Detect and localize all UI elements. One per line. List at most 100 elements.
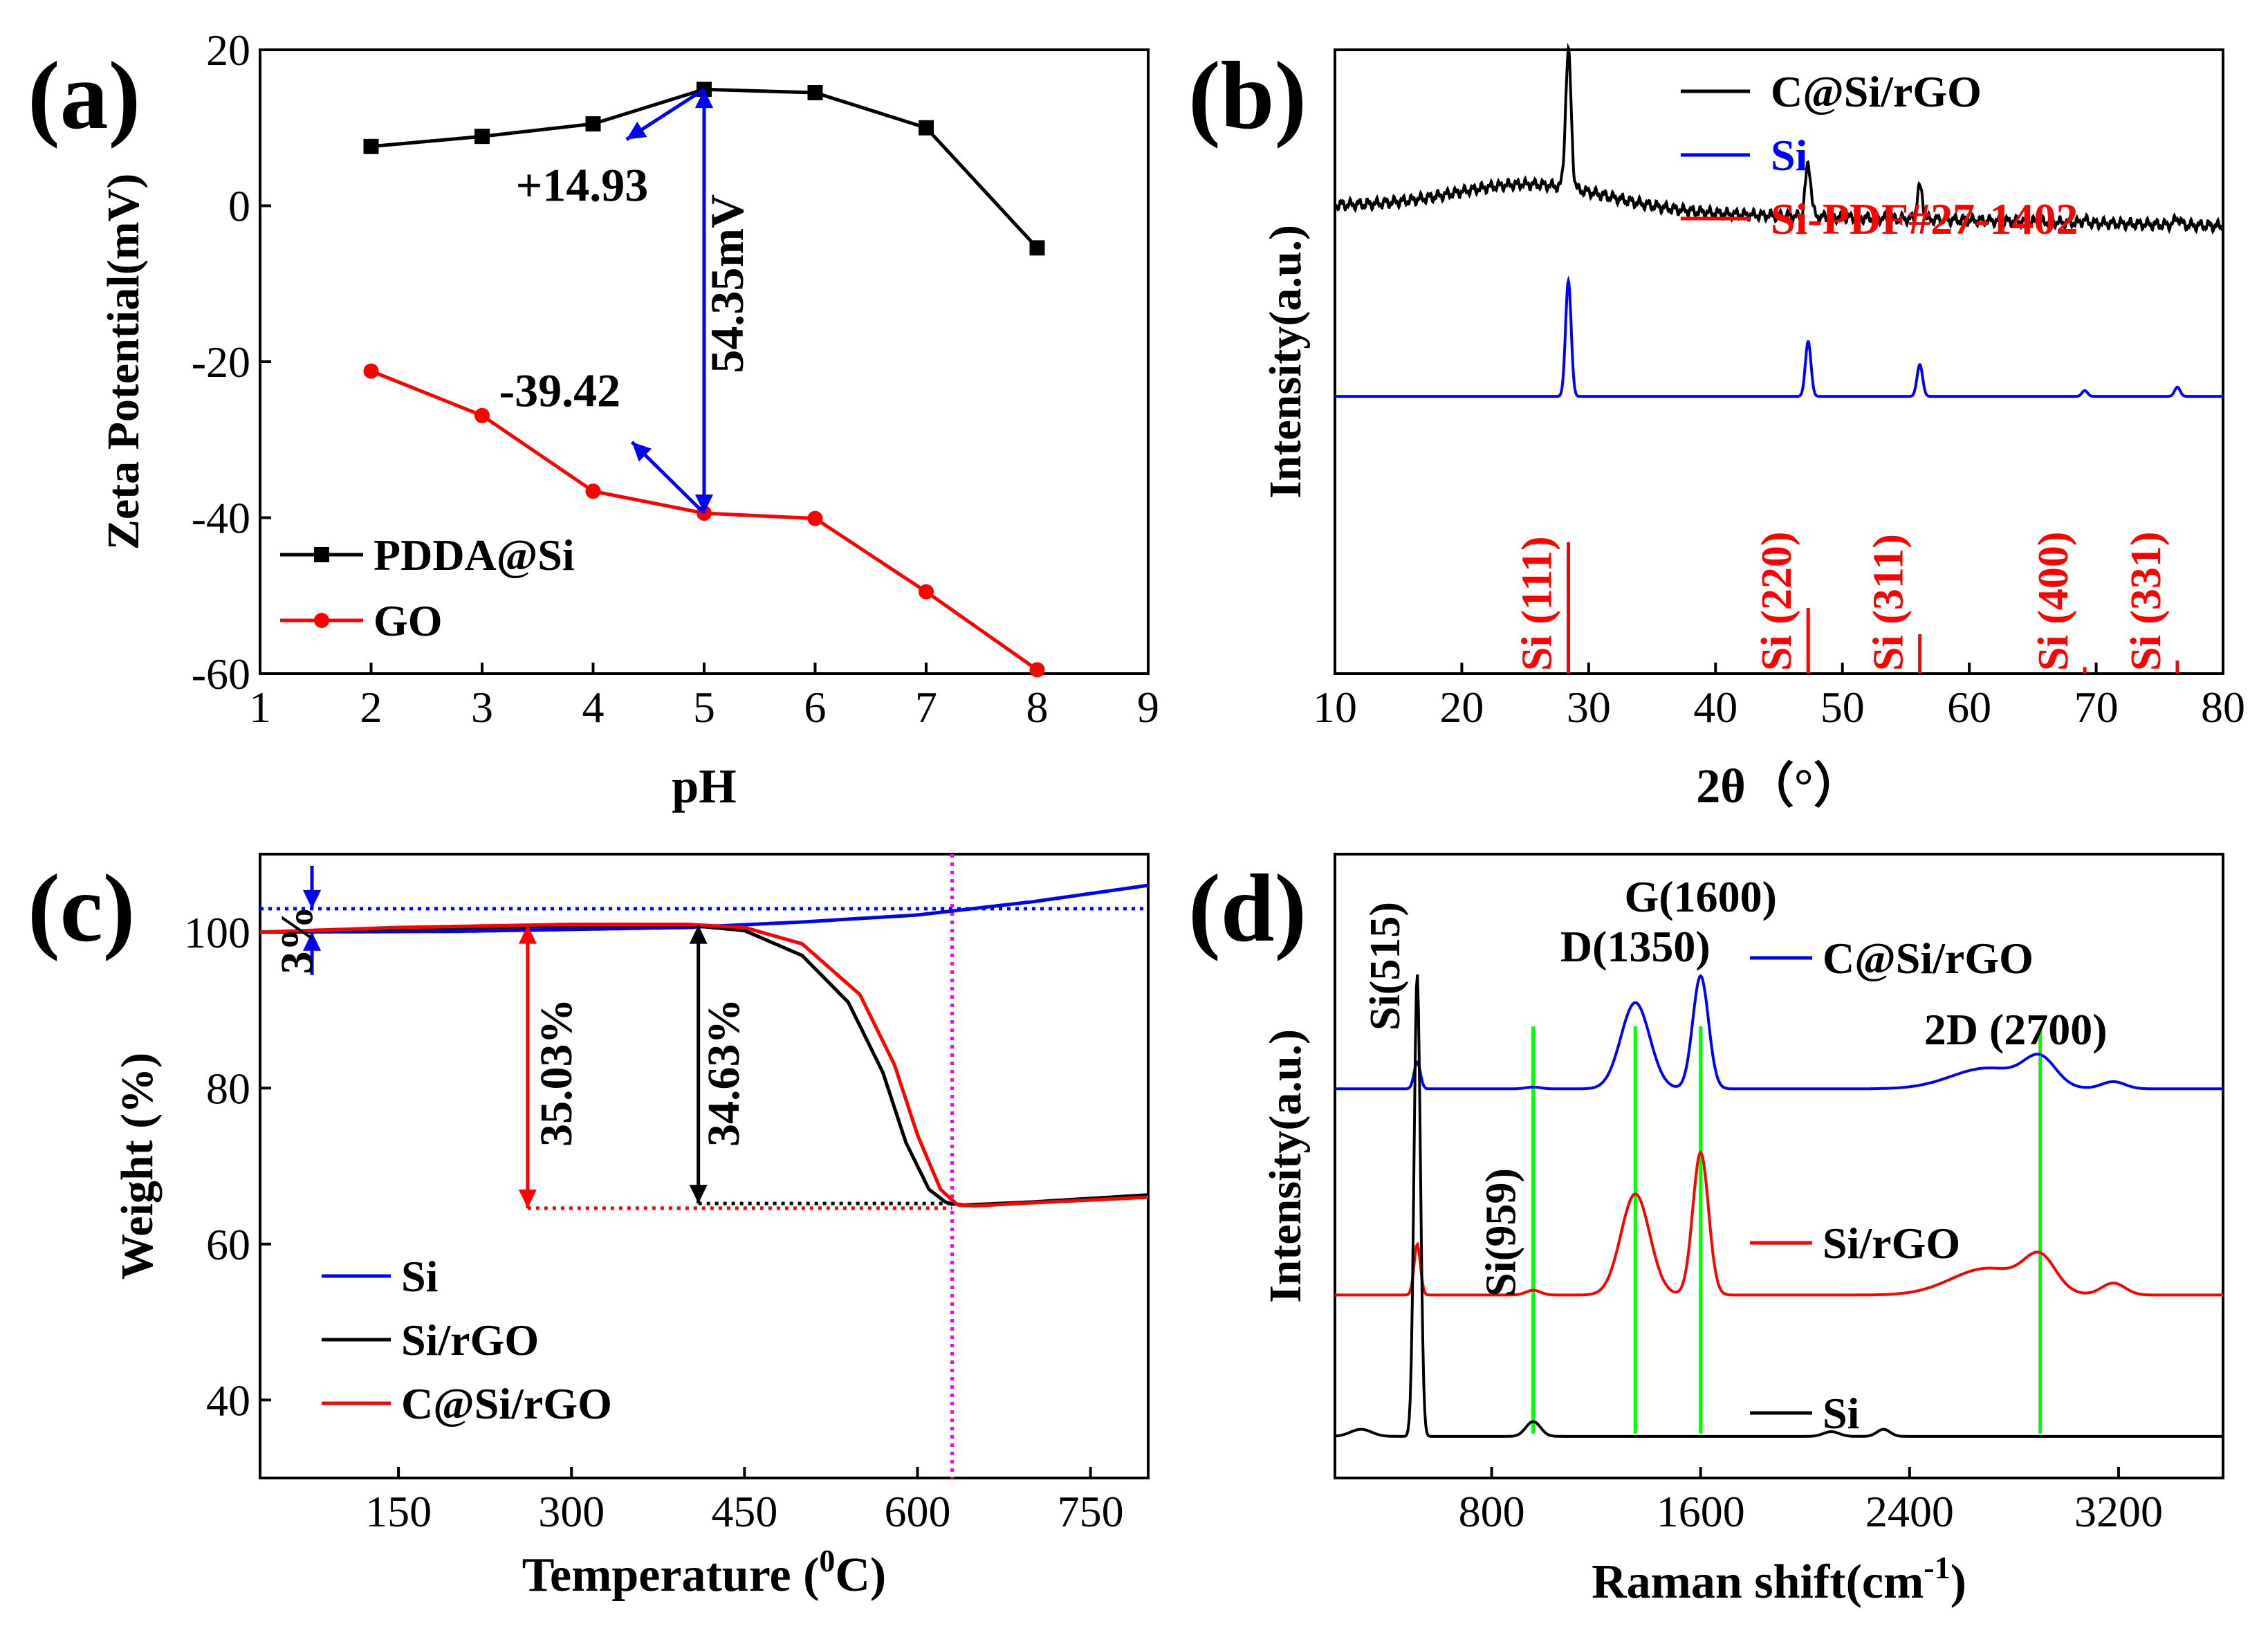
panel-a-ytick-label: -40 [192, 494, 250, 543]
peak-label: Si (400) [2030, 532, 2077, 672]
panel-a-ylabel: Zeta Potential(mV) [98, 174, 149, 550]
panel-b-xtick-label: 70 [2074, 683, 2119, 732]
panel-a-ytick-label: -20 [192, 338, 250, 387]
panel-d-xlabel-end: ) [1951, 1555, 1966, 1609]
series-si-rgo-line [1335, 1149, 2223, 1297]
panel-b-xtick-label: 10 [1313, 683, 1357, 732]
panel-a-label: (a) [28, 42, 140, 149]
panel-a-xtick-label: 5 [693, 683, 715, 732]
panel-a-xtick-label: 4 [582, 683, 605, 732]
legend-marker [314, 547, 329, 562]
panel-d-label: (d) [1188, 855, 1307, 962]
negative-arrow-head [631, 442, 652, 462]
data-point [1029, 240, 1045, 256]
panel-a-xtick-label: 7 [915, 683, 937, 732]
panel-d-frame [1334, 853, 2224, 1479]
panel-c-xlabel-end: C) [835, 1549, 886, 1602]
series-c-si-rgo-line [1335, 974, 2223, 1091]
data-point [585, 116, 601, 132]
red-drop-arrow-head2 [518, 925, 537, 944]
difference-arrow-head2 [694, 89, 714, 109]
panel-c-ytick-label: 40 [206, 1376, 250, 1425]
annotation-label: 35.03% [531, 998, 582, 1147]
data-point [363, 363, 379, 379]
panel-c-xtick-label: 600 [884, 1487, 950, 1536]
panel-d-xtick-label: 2400 [1865, 1487, 1954, 1536]
panel-c-xtick-label: 450 [711, 1487, 777, 1536]
panel-c-ytick-label: 80 [206, 1064, 250, 1113]
annotation-label: 3% [272, 906, 322, 974]
panel-b-xtick-label: 30 [1567, 683, 1611, 732]
panel-a-plot: 1 2 3 4 5 6 7 8 9 20 0 -20 -40 -60 PDDA@Si GO +14.93 -39.… [192, 26, 1159, 732]
series-si-line [1334, 974, 2223, 1438]
legend-label: PDDA@Si [374, 530, 575, 580]
panel-d-plot: 800 1600 2400 3200 C@Si/rGO Si/rGO Si Si(515) Si… [1334, 872, 2223, 1536]
panel-b-xlabel: 2θ（°） [1696, 759, 1862, 813]
panel-c-plot: 150 300 450 600 750 40 60 80 100 Si Si/rGO C@Si/rGO… [184, 854, 1149, 1536]
panel-a-xtick-label: 2 [360, 683, 382, 732]
panel-a-xtick-label: 3 [471, 683, 493, 732]
panel-c-xtick-label: 150 [365, 1487, 432, 1536]
peak-label: Si (311) [1865, 534, 1912, 671]
panel-a-xlabel: pH [672, 760, 736, 813]
data-point [919, 120, 934, 136]
panel-b-label: (b) [1188, 42, 1307, 149]
series-c-si-rgo-line [1334, 42, 2224, 235]
panel-d-xtick-label: 3200 [2074, 1487, 2163, 1536]
peak-label: Si (111) [1514, 536, 1561, 671]
panel-a-xtick-label: 8 [1026, 683, 1049, 732]
panel-b-xtick-label: 40 [1693, 683, 1737, 732]
legend-label: Si-PDF#27-1402 [1771, 194, 2078, 243]
legend-label: C@Si/rGO [401, 1379, 612, 1428]
legend-marker [314, 613, 329, 628]
panel-c-label: (c) [28, 855, 135, 962]
panel-c-xlabel-main: Temperature ( [522, 1549, 820, 1602]
legend-label: C@Si/rGO [1771, 67, 1982, 116]
panel-b-xtick-label: 50 [1820, 683, 1865, 732]
data-point [919, 584, 934, 600]
bottom-arrow-head [302, 932, 322, 951]
panel-c-xlabel-sup: 0 [819, 1543, 835, 1578]
peak-label: Si(959) [1478, 1168, 1525, 1297]
panel-c-xlabel: Temperature (0C) [522, 1543, 887, 1602]
series-si-line [1335, 275, 2223, 398]
annotation-label: +14.93 [516, 159, 649, 212]
panel-c-ytick-label: 60 [206, 1220, 250, 1269]
panel-a-xtick-label: 6 [804, 683, 827, 732]
panel-b-xtick-label: 60 [1947, 683, 1991, 732]
peak-label: D(1350) [1560, 922, 1711, 971]
legend-label: Si [401, 1252, 438, 1301]
legend-label: Si/rGO [1823, 1219, 1960, 1268]
panel-c-xtick-label: 300 [538, 1487, 605, 1536]
annotation-label: 34.63% [699, 998, 749, 1147]
peak-label: 2D (2700) [1924, 1005, 2108, 1054]
panel-b-xtick-label: 80 [2201, 683, 2245, 732]
peak-label: Si (220) [1753, 532, 1800, 672]
panel-d-xlabel-sup: -1 [1924, 1550, 1950, 1585]
annotation-label: 54.35mV [701, 194, 753, 373]
legend-label: Si/rGO [401, 1315, 539, 1365]
top-arrow-head [302, 889, 322, 909]
black-drop-arrow-head2 [689, 925, 708, 944]
panel-d-xtick-label: 800 [1459, 1487, 1525, 1536]
peak-label: Si (331) [2123, 532, 2170, 672]
data-point [363, 138, 379, 154]
difference-arrow-head [694, 494, 714, 513]
panel-a-xtick-label: 1 [249, 683, 271, 732]
legend-label: C@Si/rGO [1823, 934, 2034, 983]
legend-label: Si [1771, 131, 1807, 180]
panel-a-ytick-label: 0 [228, 182, 250, 231]
data-point [807, 510, 823, 526]
data-point [474, 407, 490, 423]
data-point [1029, 662, 1045, 678]
peak-label: G(1600) [1625, 872, 1777, 921]
panel-a-xtick-label: 9 [1137, 683, 1159, 732]
panel-b-plot: 10 20 30 40 50 60 70 80 C@Si/rGO Si Si-PDF#27-1402… [1313, 42, 2245, 732]
panel-a-ytick-label: -60 [192, 649, 250, 699]
legend-label: Si [1823, 1389, 1859, 1438]
peak-label: Si(515) [1362, 902, 1409, 1031]
black-drop-arrow-head [689, 1185, 708, 1204]
panel-c-ytick-label: 100 [184, 908, 250, 957]
panel-b-frame [1334, 48, 2224, 675]
